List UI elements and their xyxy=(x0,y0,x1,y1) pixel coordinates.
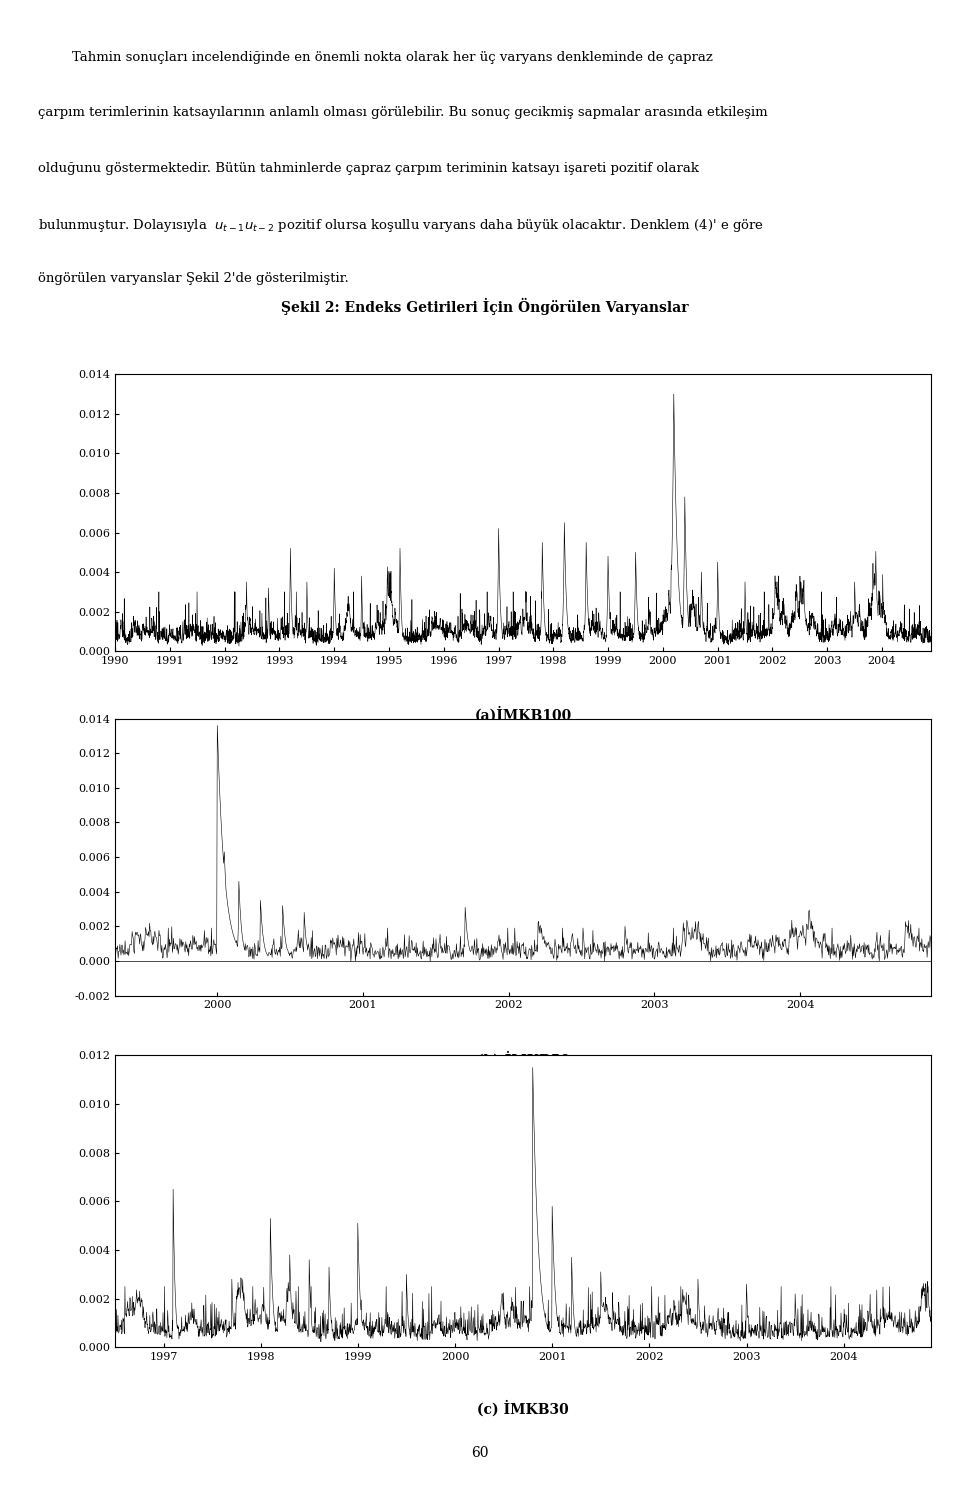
Text: (a)İMKB100: (a)İMKB100 xyxy=(474,707,572,723)
Text: 60: 60 xyxy=(471,1446,489,1460)
Text: Şekil 2: Endeks Getirileri İçin Öngörülen Varyanslar: Şekil 2: Endeks Getirileri İçin Öngörüle… xyxy=(281,298,688,314)
Text: çarpım terimlerinin katsayılarının anlamlı olması görülebilir. Bu sonuç gecikmiş: çarpım terimlerinin katsayılarının anlam… xyxy=(38,106,768,120)
Text: olduğunu göstermektedir. Bütün tahminlerde çapraz çarpım teriminin katsayı işare: olduğunu göstermektedir. Bütün tahminler… xyxy=(38,162,700,175)
Text: öngörülen varyanslar Şekil 2'de gösterilmiştir.: öngörülen varyanslar Şekil 2'de gösteril… xyxy=(38,272,349,286)
Text: (b) İMKB50: (b) İMKB50 xyxy=(477,1051,569,1067)
Text: Tahmin sonuçları incelendiğinde en önemli nokta olarak her üç varyans denklemind: Tahmin sonuçları incelendiğinde en öneml… xyxy=(38,51,713,63)
Text: (c) İMKB30: (c) İMKB30 xyxy=(477,1400,569,1416)
Text: bulunmuştur. Dolayısıyla  $u_{t-1}u_{t-2}$ pozitif olursa koşullu varyans daha b: bulunmuştur. Dolayısıyla $u_{t-1}u_{t-2}… xyxy=(38,217,764,234)
